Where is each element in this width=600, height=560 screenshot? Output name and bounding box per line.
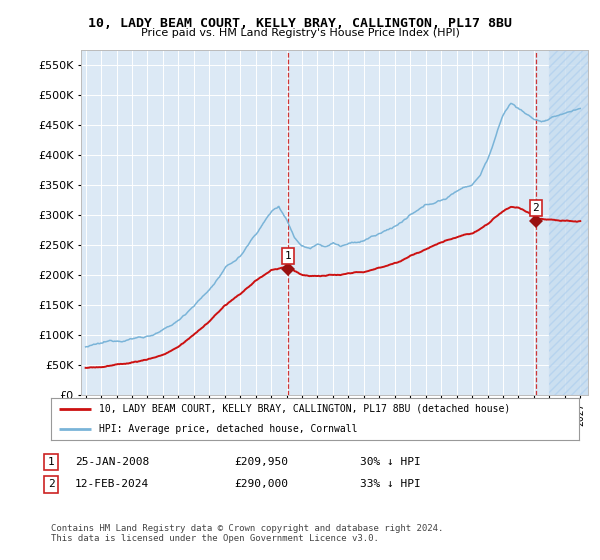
Text: HPI: Average price, detached house, Cornwall: HPI: Average price, detached house, Corn…	[98, 424, 357, 434]
Text: 30% ↓ HPI: 30% ↓ HPI	[360, 457, 421, 467]
Bar	[550, 50, 588, 395]
Text: £209,950: £209,950	[234, 457, 288, 467]
Text: £290,000: £290,000	[234, 479, 288, 489]
Text: 1: 1	[47, 457, 55, 467]
Text: Price paid vs. HM Land Registry's House Price Index (HPI): Price paid vs. HM Land Registry's House …	[140, 28, 460, 38]
Text: 2: 2	[47, 479, 55, 489]
Text: 2: 2	[532, 203, 539, 213]
Text: 25-JAN-2008: 25-JAN-2008	[75, 457, 149, 467]
Text: Contains HM Land Registry data © Crown copyright and database right 2024.
This d: Contains HM Land Registry data © Crown c…	[51, 524, 443, 543]
Text: 10, LADY BEAM COURT, KELLY BRAY, CALLINGTON, PL17 8BU (detached house): 10, LADY BEAM COURT, KELLY BRAY, CALLING…	[98, 404, 510, 414]
Text: 33% ↓ HPI: 33% ↓ HPI	[360, 479, 421, 489]
Text: 1: 1	[284, 251, 291, 261]
Bar	[550, 50, 588, 395]
Text: 10, LADY BEAM COURT, KELLY BRAY, CALLINGTON, PL17 8BU: 10, LADY BEAM COURT, KELLY BRAY, CALLING…	[88, 17, 512, 30]
Text: 12-FEB-2024: 12-FEB-2024	[75, 479, 149, 489]
